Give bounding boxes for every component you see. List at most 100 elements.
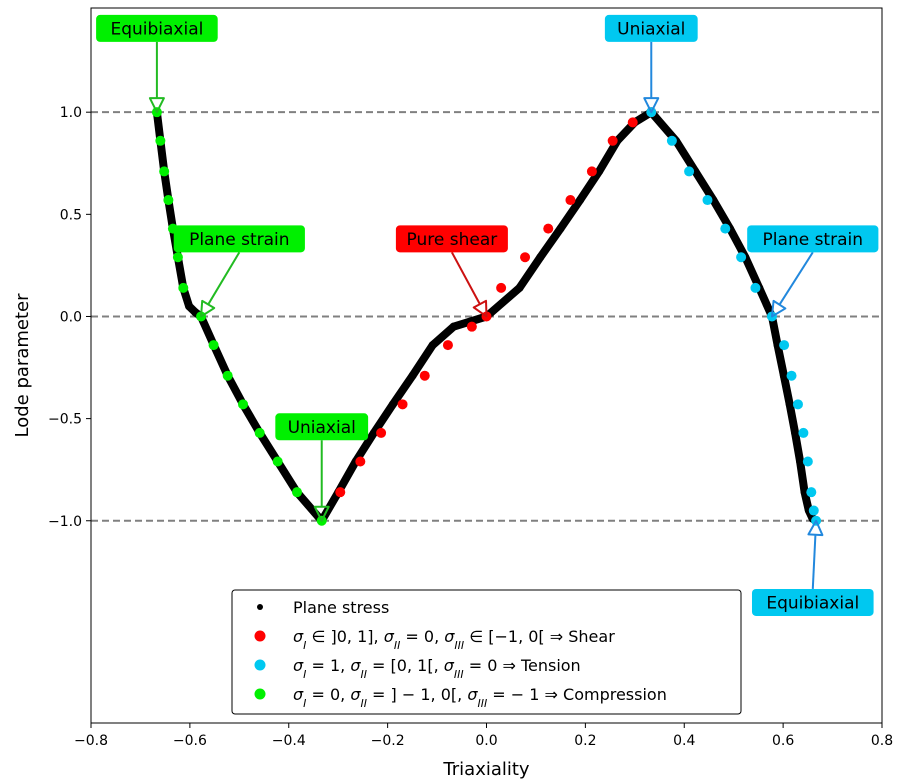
legend-box [231, 589, 742, 715]
shear-point [355, 456, 366, 467]
compression-point [208, 340, 219, 351]
shear-point [419, 370, 430, 381]
compression-point [159, 166, 170, 177]
annotation-label: Equibiaxial [766, 593, 859, 613]
shear-point [376, 427, 387, 438]
annotation-arrow [451, 251, 481, 305]
compression-point [155, 135, 166, 146]
tension-point [786, 370, 797, 381]
legend-entry: σI ∈ ]0, 1], σII = 0, σIII ∈ [−1, 0[ ⇒ S… [293, 627, 615, 652]
y-tick-label: 0.5 [60, 207, 82, 223]
legend-marker [254, 630, 266, 642]
plane-stress-point [556, 224, 565, 233]
plane-stress-point [449, 322, 458, 331]
x-tick-label: 0.6 [772, 733, 794, 749]
annotation-label: Equibiaxial [110, 19, 203, 39]
tension-point [792, 399, 803, 410]
compression-point [238, 399, 249, 410]
y-axis-ticks: 1.0 0.5 0.0 −0.5 −1.0 [48, 105, 91, 530]
plane-stress-point [536, 253, 545, 262]
tension-point [736, 252, 747, 263]
shear-point [442, 340, 453, 351]
y-tick-label: 1.0 [60, 105, 82, 121]
shear-point [586, 166, 597, 177]
annotation-arrow [811, 534, 817, 590]
legend-entry: σI = 0, σII = ] − 1, 0[, σIII = − 1 ⇒ Co… [293, 685, 667, 710]
tension-point [750, 282, 761, 293]
tension-point [779, 340, 790, 351]
x-tick-label: 0.4 [673, 733, 695, 749]
plane-stress-point [800, 488, 809, 497]
annotation-box [173, 225, 305, 253]
compression-point [172, 252, 183, 263]
x-tick-label: −0.6 [173, 733, 207, 749]
plane-stress-point [369, 428, 378, 437]
tension-point [702, 195, 713, 206]
tension-point [808, 505, 819, 516]
annotation-arrowhead [148, 97, 165, 114]
compression-point [272, 456, 283, 467]
annotation: Pure shear [395, 225, 508, 318]
x-tick-label: 0.0 [475, 733, 497, 749]
plane-stress-point [515, 283, 524, 292]
plane-stress-point [408, 371, 417, 380]
annotation: Plane strain [173, 225, 305, 318]
tension-point [798, 427, 809, 438]
annotation: Plane strain [747, 225, 879, 318]
x-tick-label: 0.2 [574, 733, 596, 749]
legend-marker [254, 659, 266, 671]
annotation-label: Uniaxial [617, 19, 685, 39]
tension-point [720, 223, 731, 234]
shear-point [607, 135, 618, 146]
compression-point [222, 370, 233, 381]
legend-marker [254, 688, 266, 700]
y-tick-label: −0.5 [48, 412, 82, 428]
annotation-box [604, 14, 698, 42]
shear-point [543, 223, 554, 234]
annotation-box [747, 225, 879, 253]
plane-stress-point [576, 196, 585, 205]
annotation-arrow [207, 251, 241, 305]
annotation-arrowhead [200, 299, 216, 318]
tension-point [666, 135, 677, 146]
annotation-label: Pure shear [407, 230, 498, 250]
shear-point [565, 195, 576, 206]
annotation: Equibiaxial [751, 519, 874, 616]
shear-point [335, 487, 346, 498]
annotation: Uniaxial [604, 14, 698, 114]
annotation-box [275, 413, 369, 441]
y-tick-label: −1.0 [48, 514, 82, 530]
annotation-box [96, 14, 218, 42]
compression-point [292, 487, 303, 498]
annotation: Equibiaxial [96, 14, 218, 114]
annotation-box [395, 225, 508, 253]
annotation-arrowhead [807, 519, 824, 537]
annotation-arrowhead [472, 299, 488, 318]
plane-stress-point [428, 341, 437, 350]
annotation-label: Uniaxial [288, 418, 356, 438]
tension-point [684, 166, 695, 177]
legend-entry: Plane stress [293, 598, 389, 617]
shear-point [627, 117, 638, 128]
annotation-arrowhead [313, 505, 330, 522]
annotation-arrow [778, 251, 814, 306]
tension-point [802, 456, 813, 467]
annotations: Equibiaxial Plane strain Uniaxial Pure shea… [96, 14, 879, 616]
shear-point [397, 399, 408, 410]
x-tick-label: −0.8 [74, 733, 108, 749]
compression-point [254, 427, 265, 438]
plane-stress-point [779, 371, 788, 380]
tension-point [806, 487, 817, 498]
plane-stress-point [796, 457, 805, 466]
x-tick-label: −0.2 [371, 733, 405, 749]
shear-point [466, 321, 477, 332]
plane-stress-point [791, 428, 800, 437]
annotation: Uniaxial [275, 413, 369, 522]
x-axis-label: Triaxiality [442, 759, 530, 780]
annotation-label: Plane strain [189, 230, 289, 250]
y-tick-label: 0.0 [60, 309, 82, 325]
annotation-label: Plane strain [763, 230, 863, 250]
y-axis-label: Lode parameter [12, 293, 33, 438]
plane-stress-point [388, 400, 397, 409]
